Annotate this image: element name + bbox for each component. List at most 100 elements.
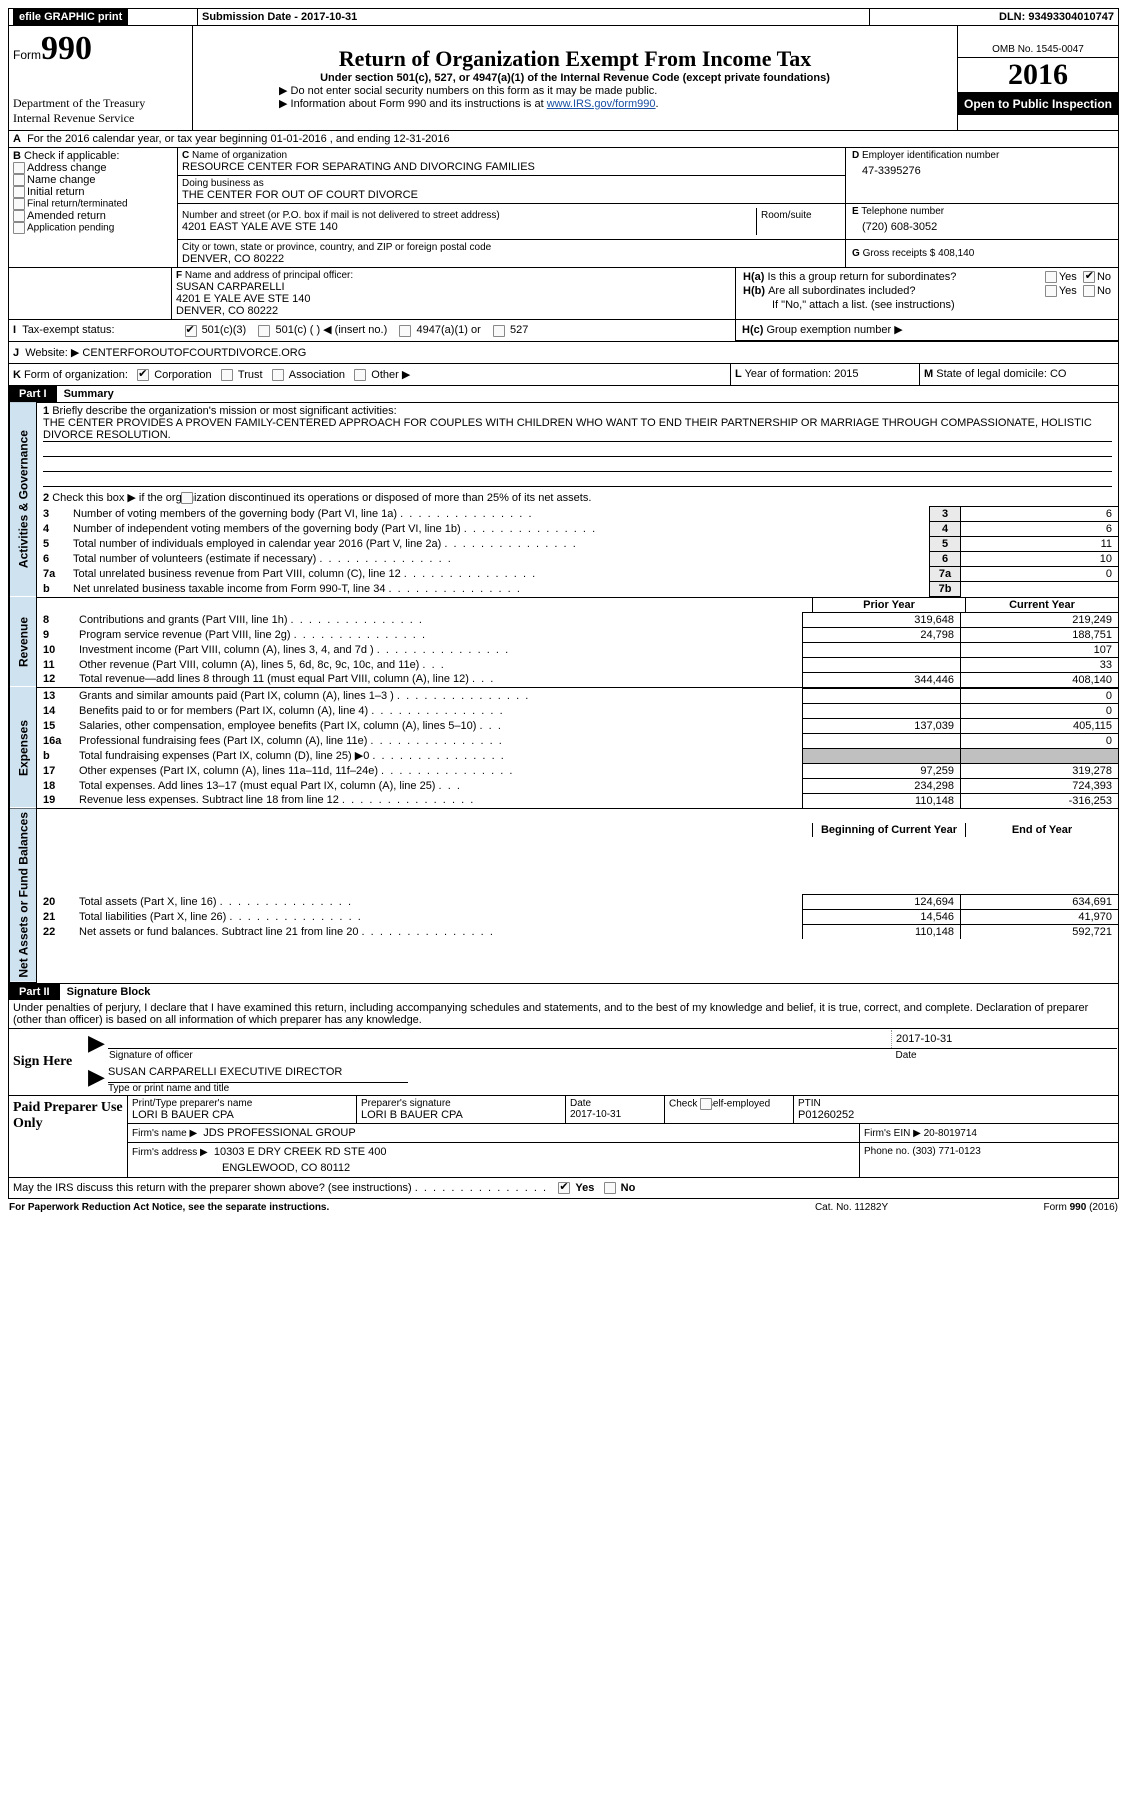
officer-addr2: DENVER, CO 80222: [176, 305, 731, 317]
prior-year-hdr: Prior Year: [813, 598, 966, 612]
topbar: efile GRAPHIC print Submission Date - 20…: [9, 9, 1118, 26]
b-opt-name[interactable]: Name change: [13, 174, 173, 186]
form-subtitle: Under section 501(c), 527, or 4947(a)(1)…: [199, 72, 951, 84]
header-section: Form990 Department of the Treasury Inter…: [9, 26, 1118, 130]
prep-sig-label: Preparer's signature: [361, 1098, 561, 1109]
b-opt-address[interactable]: Address change: [13, 162, 173, 174]
line-a: A For the 2016 calendar year, or tax yea…: [9, 130, 1118, 148]
dba-value: THE CENTER FOR OUT OF COURT DIVORCE: [182, 189, 841, 201]
revenue-table: 8 Contributions and grants (Part VIII, l…: [37, 612, 1118, 687]
dba-label: Doing business as: [182, 178, 841, 189]
discuss-row: May the IRS discuss this return with the…: [9, 1177, 1118, 1198]
street-value: 4201 EAST YALE AVE STE 140: [182, 221, 752, 233]
hb-label: H(b) Are all subordinates included?: [742, 284, 1000, 298]
city-value: DENVER, CO 80222: [182, 253, 841, 265]
firm-addr-label: Firm's address ▶: [132, 1147, 208, 1158]
curr-year-hdr: Current Year: [966, 598, 1119, 612]
end-year-hdr: End of Year: [966, 823, 1119, 837]
firm-name: Firm's name ▶ JDS PROFESSIONAL GROUP: [128, 1124, 860, 1142]
irs-link[interactable]: www.IRS.gov/form990: [547, 98, 656, 110]
paid-preparer-label: Paid Preparer Use Only: [9, 1096, 128, 1178]
discuss-no[interactable]: [604, 1182, 616, 1194]
netassets-table: 20 Total assets (Part X, line 16) 124,69…: [37, 894, 1118, 939]
part1-title: Summary: [64, 388, 114, 400]
side-netassets: Net Assets or Fund Balances: [10, 808, 37, 983]
side-activities: Activities & Governance: [10, 402, 37, 597]
form-990-page: efile GRAPHIC print Submission Date - 20…: [8, 8, 1119, 1199]
paid-preparer-block: Paid Preparer Use Only Print/Type prepar…: [9, 1095, 1118, 1177]
d-label: D Employer identification number: [852, 150, 1112, 161]
g-gross-receipts: G Gross receipts $ 408,140: [846, 240, 1119, 268]
gov-table: 3 Number of voting members of the govern…: [37, 506, 1118, 597]
part2-title: Signature Block: [67, 986, 151, 998]
efile-tab: efile GRAPHIC print: [13, 9, 128, 25]
officer-addr1: 4201 E YALE AVE STE 140: [176, 293, 731, 305]
ck-corp[interactable]: [137, 369, 149, 381]
part1-body: Activities & Governance 1 Briefly descri…: [9, 402, 1118, 984]
prep-sig: LORI B BAUER CPA: [361, 1109, 561, 1121]
phone-value: (720) 608-3052: [852, 217, 1112, 237]
b-opt-initial[interactable]: Initial return: [13, 186, 173, 198]
hc-label: H(c) Group exemption number ▶: [736, 320, 1119, 341]
form-title: Return of Organization Exempt From Incom…: [199, 46, 951, 72]
form-version: Form 990 (2016): [940, 1201, 1119, 1214]
dept-treasury: Department of the Treasury: [13, 96, 188, 111]
form-label: Form: [13, 48, 41, 62]
room-label: Room/suite: [757, 208, 846, 235]
typed-name-label: Type or print name and title: [108, 1083, 1117, 1094]
ck-other[interactable]: [354, 369, 366, 381]
k-l-m-row: K Form of organization: Corporation Trus…: [9, 364, 1118, 385]
ck-527[interactable]: [493, 325, 505, 337]
hb-note: If "No," attach a list. (see instruction…: [742, 298, 1112, 312]
line1: 1 Briefly describe the organization's mi…: [43, 405, 1112, 417]
m-state: M State of legal domicile: CO: [920, 364, 1119, 385]
officer-name: SUSAN CARPARELLI: [176, 281, 731, 293]
tax-status-row: I Tax-exempt status: 501(c)(3) 501(c) ( …: [9, 319, 1118, 341]
b-opt-pending[interactable]: Application pending: [13, 222, 173, 234]
firm-addr: 10303 E DRY CREEK RD STE 400: [214, 1146, 387, 1158]
street-label: Number and street (or P.O. box if mail i…: [182, 210, 752, 221]
sig-date-value: 2017-10-31: [892, 1030, 1118, 1049]
tax-year: 2016: [958, 58, 1118, 93]
line2: 2 Check this box ▶ if the organization d…: [43, 487, 1112, 504]
beg-year-hdr: Beginning of Current Year: [813, 823, 966, 837]
ptin-label: PTIN: [798, 1098, 1114, 1109]
officer-group-block: F Name and address of principal officer:…: [9, 267, 1118, 319]
part2-header: Part II Signature Block: [9, 983, 1118, 1000]
ck-trust[interactable]: [221, 369, 233, 381]
firm-city: ENGLEWOOD, CO 80112: [132, 1158, 855, 1174]
ck-501c[interactable]: [258, 325, 270, 337]
side-revenue: Revenue: [10, 597, 37, 687]
c-label: C Name of organization: [182, 150, 841, 161]
sign-here-block: Sign Here ▶ 2017-10-31 Signature of offi…: [9, 1028, 1118, 1095]
typed-name-value: SUSAN CARPARELLI EXECUTIVE DIRECTOR: [108, 1064, 408, 1083]
submission-date: Submission Date - 2017-10-31: [198, 9, 870, 26]
side-expenses: Expenses: [10, 687, 37, 808]
ha-answer: Yes No: [1000, 270, 1112, 284]
ck-4947[interactable]: [399, 325, 411, 337]
omb-number: OMB No. 1545-0047: [958, 42, 1118, 58]
sig-date-label: Date: [892, 1049, 1118, 1063]
prep-name: LORI B BAUER CPA: [132, 1109, 352, 1121]
expenses-table: 13 Grants and similar amounts paid (Part…: [37, 688, 1118, 808]
b-opt-amended[interactable]: Amended return: [13, 210, 173, 222]
firm-ein: Firm's EIN ▶ 20-8019714: [860, 1124, 1119, 1142]
b-opt-final[interactable]: Final return/terminated: [13, 198, 173, 210]
ck-assoc[interactable]: [272, 369, 284, 381]
self-employed: Check if self-employed: [665, 1096, 794, 1123]
firm-phone: Phone no. (303) 771-0123: [860, 1143, 1119, 1177]
pra-notice: For Paperwork Reduction Act Notice, see …: [9, 1202, 329, 1213]
f-label: F Name and address of principal officer:: [176, 270, 731, 281]
ck-501c3[interactable]: [185, 325, 197, 337]
hb-answer: Yes No: [1000, 284, 1112, 298]
discuss-yes[interactable]: [558, 1182, 570, 1194]
prep-date: 2017-10-31: [570, 1109, 660, 1120]
footer-row: For Paperwork Reduction Act Notice, see …: [8, 1201, 1119, 1214]
ck-discontinued[interactable]: [181, 492, 193, 504]
ptin-value: P01260252: [798, 1109, 1114, 1121]
city-label: City or town, state or province, country…: [182, 242, 841, 253]
l-year: L Year of formation: 2015: [731, 364, 920, 385]
period-text: For the 2016 calendar year, or tax year …: [27, 133, 450, 145]
part2-tab: Part II: [9, 984, 60, 1000]
sign-here-label: Sign Here: [9, 1029, 87, 1096]
